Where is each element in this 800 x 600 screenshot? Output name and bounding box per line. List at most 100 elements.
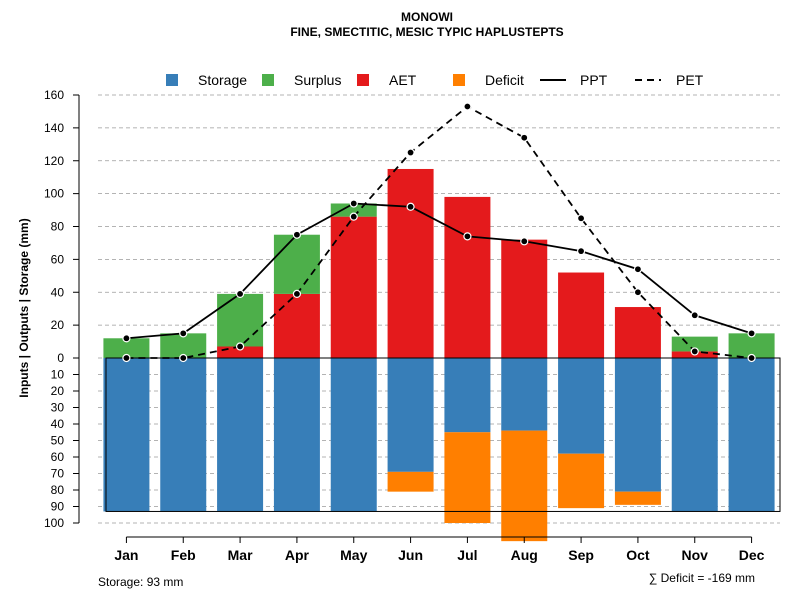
y-tick-label: 60	[51, 450, 65, 464]
surplus-bar	[728, 333, 775, 358]
pet-point	[463, 102, 472, 111]
pet-line	[126, 105, 752, 359]
x-tick-label: Dec	[739, 547, 765, 563]
deficit-bar	[558, 453, 605, 509]
legend-swatch	[166, 74, 178, 86]
aet-bar	[444, 196, 491, 358]
lines	[122, 102, 756, 363]
pet-point	[235, 342, 245, 351]
pet-point	[292, 289, 302, 298]
ppt-point	[520, 237, 529, 246]
legend: Storage Surplus AET Deficit PPT PET	[166, 72, 704, 88]
storage-bar	[558, 358, 605, 454]
deficit-bar	[387, 471, 434, 492]
pet-point	[633, 288, 643, 297]
x-tick-label: Sep	[568, 547, 594, 563]
y-tick-label: 120	[44, 154, 64, 168]
gridlines	[98, 94, 780, 524]
surplus-bar	[330, 203, 377, 217]
x-tick-label: Mar	[228, 547, 253, 563]
ppt-point	[633, 265, 643, 274]
pet-point	[576, 214, 586, 223]
legend-swatch	[262, 74, 274, 86]
chart-title: MONOWI	[401, 10, 453, 24]
legend-label: PET	[676, 72, 704, 88]
y-tick-label: 100	[44, 187, 64, 201]
y-tick-label: 70	[51, 467, 65, 481]
y-axis-label: Inputs | Outputs | Storage (mm)	[17, 218, 31, 397]
y-tick-label: 20	[51, 318, 65, 332]
ppt-point	[690, 311, 699, 320]
x-tick-label: Aug	[511, 547, 538, 563]
pet-point	[747, 353, 756, 363]
surplus-bar	[160, 333, 207, 358]
y-tick-label: 40	[51, 417, 65, 431]
y-tick-label: 40	[51, 285, 65, 299]
deficit-bar	[444, 432, 491, 523]
storage-bar	[160, 358, 207, 512]
storage-note: Storage: 93 mm	[98, 575, 183, 589]
y-tick-label: 20	[51, 384, 65, 398]
storage-bar	[501, 358, 548, 431]
y-tick-label: 30	[51, 401, 65, 415]
deficit-bar	[614, 491, 661, 505]
ppt-point	[747, 329, 756, 338]
aet-bar	[501, 239, 548, 358]
x-tick-label: Jun	[398, 547, 423, 563]
ppt-line	[126, 202, 752, 340]
y-tick-label: 140	[44, 121, 64, 135]
storage-capacity-box	[105, 357, 781, 512]
ppt-point	[406, 202, 415, 211]
y-tick-label: 10	[51, 368, 65, 382]
x-tick-label: Nov	[682, 547, 709, 563]
storage-bar	[728, 358, 775, 512]
storage-bar	[330, 358, 377, 512]
deficit-bar	[501, 430, 548, 542]
y-tick-label: 90	[51, 500, 65, 514]
x-tick-label: Oct	[626, 547, 650, 563]
axes: 160 140 120 100 80 60 40 20 0 10 20 30 40 50 60 70 80 90 1…	[44, 88, 765, 563]
deficit-note: ∑ Deficit = -169 mm	[649, 571, 755, 585]
y-tick-label: 0	[57, 351, 64, 365]
pet-point	[690, 347, 699, 356]
x-tick-label: Jan	[114, 547, 138, 563]
y-tick-label: 100	[44, 516, 64, 530]
legend-swatch	[453, 74, 465, 86]
chart-subtitle: FINE, SMECTITIC, MESIC TYPIC HAPLUSTEPTS	[290, 25, 563, 39]
legend-label: Surplus	[294, 72, 341, 88]
ppt-point	[349, 199, 358, 208]
x-tick-label: May	[340, 547, 367, 563]
ppt-point	[576, 247, 586, 256]
x-tick-label: Apr	[285, 547, 310, 563]
storage-bar	[387, 358, 434, 472]
legend-label: Storage	[198, 72, 247, 88]
aet-bar	[558, 272, 605, 358]
storage-bar	[217, 358, 264, 512]
aet-bar	[273, 293, 320, 358]
y-tick-label: 160	[44, 88, 64, 102]
ppt-point	[122, 334, 131, 343]
pet-point	[179, 353, 188, 363]
pet-point	[349, 212, 358, 221]
ppt-point	[292, 230, 302, 239]
aet-bar	[387, 168, 434, 358]
legend-label: PPT	[580, 72, 608, 88]
legend-label: Deficit	[485, 72, 524, 88]
pet-point	[122, 353, 131, 363]
ppt-point	[463, 232, 472, 241]
y-tick-label: 50	[51, 434, 65, 448]
aet-bar	[217, 346, 264, 358]
surplus-bar	[273, 234, 320, 294]
storage-bar	[671, 358, 718, 512]
storage-bar	[614, 358, 661, 492]
x-tick-label: Jul	[457, 547, 477, 563]
ppt-point	[235, 289, 245, 298]
legend-label: AET	[389, 72, 417, 88]
aet-bar	[330, 216, 377, 358]
x-tick-label: Feb	[171, 547, 196, 563]
legend-swatch	[357, 74, 369, 86]
bars	[103, 168, 775, 542]
storage-bar	[103, 358, 150, 512]
y-tick-label: 60	[51, 252, 65, 266]
